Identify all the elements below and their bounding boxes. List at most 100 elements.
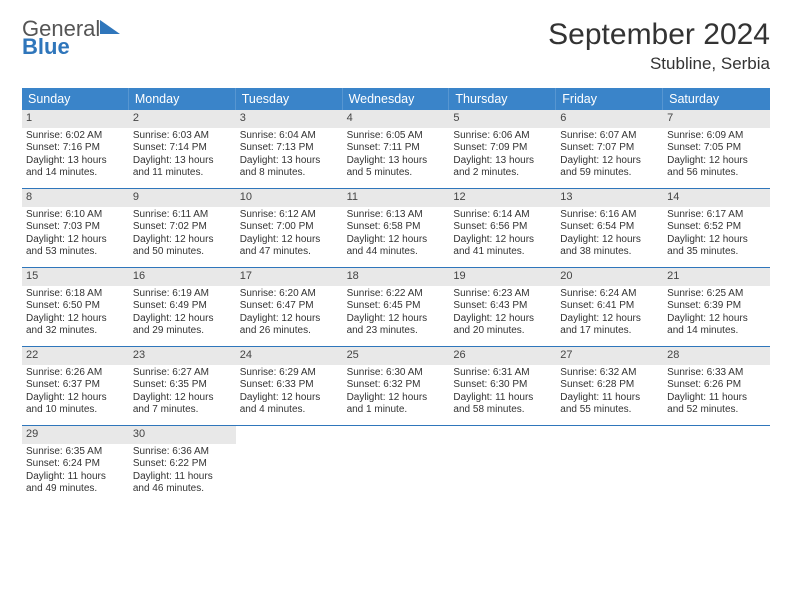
dow-saturday: Saturday <box>663 88 770 110</box>
sunset-text: Sunset: 6:47 PM <box>240 300 339 313</box>
daylight-text: and 29 minutes. <box>133 325 232 338</box>
day-cell: 20Sunrise: 6:24 AMSunset: 6:41 PMDayligh… <box>556 268 663 346</box>
day-cell: 5Sunrise: 6:06 AMSunset: 7:09 PMDaylight… <box>449 110 556 188</box>
sunset-text: Sunset: 7:16 PM <box>26 142 125 155</box>
day-cell: 2Sunrise: 6:03 AMSunset: 7:14 PMDaylight… <box>129 110 236 188</box>
sunset-text: Sunset: 6:22 PM <box>133 458 232 471</box>
week-row: 8Sunrise: 6:10 AMSunset: 7:03 PMDaylight… <box>22 189 770 268</box>
logo: General Blue <box>22 18 120 58</box>
sunset-text: Sunset: 6:56 PM <box>453 221 552 234</box>
daylight-text: Daylight: 13 hours <box>133 155 232 168</box>
daylight-text: and 32 minutes. <box>26 325 125 338</box>
daylight-text: Daylight: 12 hours <box>667 313 766 326</box>
sunset-text: Sunset: 6:30 PM <box>453 379 552 392</box>
daylight-text: and 55 minutes. <box>560 404 659 417</box>
day-number: 25 <box>343 347 450 365</box>
day-number: 15 <box>22 268 129 286</box>
day-cell: 19Sunrise: 6:23 AMSunset: 6:43 PMDayligh… <box>449 268 556 346</box>
daylight-text: Daylight: 13 hours <box>347 155 446 168</box>
sunrise-text: Sunrise: 6:24 AM <box>560 288 659 301</box>
sunrise-text: Sunrise: 6:20 AM <box>240 288 339 301</box>
sunrise-text: Sunrise: 6:22 AM <box>347 288 446 301</box>
day-cell: 1Sunrise: 6:02 AMSunset: 7:16 PMDaylight… <box>22 110 129 188</box>
daylight-text: Daylight: 12 hours <box>133 313 232 326</box>
logo-triangle-icon <box>100 18 120 39</box>
dow-sunday: Sunday <box>22 88 129 110</box>
sunrise-text: Sunrise: 6:14 AM <box>453 209 552 222</box>
day-cell: 18Sunrise: 6:22 AMSunset: 6:45 PMDayligh… <box>343 268 450 346</box>
sunrise-text: Sunrise: 6:07 AM <box>560 130 659 143</box>
daylight-text: Daylight: 11 hours <box>560 392 659 405</box>
sunset-text: Sunset: 7:07 PM <box>560 142 659 155</box>
sunset-text: Sunset: 6:35 PM <box>133 379 232 392</box>
day-cell: 28Sunrise: 6:33 AMSunset: 6:26 PMDayligh… <box>663 347 770 425</box>
daylight-text: Daylight: 11 hours <box>453 392 552 405</box>
day-cell: 22Sunrise: 6:26 AMSunset: 6:37 PMDayligh… <box>22 347 129 425</box>
day-cell: 21Sunrise: 6:25 AMSunset: 6:39 PMDayligh… <box>663 268 770 346</box>
day-cell: 15Sunrise: 6:18 AMSunset: 6:50 PMDayligh… <box>22 268 129 346</box>
daylight-text: Daylight: 13 hours <box>240 155 339 168</box>
day-cell: 12Sunrise: 6:14 AMSunset: 6:56 PMDayligh… <box>449 189 556 267</box>
daylight-text: and 8 minutes. <box>240 167 339 180</box>
daylight-text: and 17 minutes. <box>560 325 659 338</box>
daylight-text: Daylight: 12 hours <box>26 313 125 326</box>
daylight-text: Daylight: 11 hours <box>26 471 125 484</box>
daylight-text: and 5 minutes. <box>347 167 446 180</box>
sunrise-text: Sunrise: 6:16 AM <box>560 209 659 222</box>
daylight-text: and 20 minutes. <box>453 325 552 338</box>
sunrise-text: Sunrise: 6:04 AM <box>240 130 339 143</box>
sunrise-text: Sunrise: 6:06 AM <box>453 130 552 143</box>
daylight-text: Daylight: 12 hours <box>240 313 339 326</box>
daylight-text: Daylight: 12 hours <box>560 155 659 168</box>
daylight-text: and 41 minutes. <box>453 246 552 259</box>
sunset-text: Sunset: 6:50 PM <box>26 300 125 313</box>
daylight-text: Daylight: 12 hours <box>133 234 232 247</box>
sunset-text: Sunset: 6:28 PM <box>560 379 659 392</box>
daylight-text: and 47 minutes. <box>240 246 339 259</box>
sunset-text: Sunset: 6:43 PM <box>453 300 552 313</box>
sunset-text: Sunset: 7:05 PM <box>667 142 766 155</box>
empty-cell <box>449 426 556 504</box>
day-cell: 29Sunrise: 6:35 AMSunset: 6:24 PMDayligh… <box>22 426 129 504</box>
day-number: 2 <box>129 110 236 128</box>
day-number: 17 <box>236 268 343 286</box>
sunset-text: Sunset: 6:41 PM <box>560 300 659 313</box>
day-cell: 24Sunrise: 6:29 AMSunset: 6:33 PMDayligh… <box>236 347 343 425</box>
sunrise-text: Sunrise: 6:11 AM <box>133 209 232 222</box>
daylight-text: Daylight: 11 hours <box>667 392 766 405</box>
empty-cell <box>556 426 663 504</box>
month-title: September 2024 <box>548 18 770 52</box>
daylight-text: Daylight: 12 hours <box>133 392 232 405</box>
week-row: 29Sunrise: 6:35 AMSunset: 6:24 PMDayligh… <box>22 426 770 504</box>
day-number: 22 <box>22 347 129 365</box>
day-cell: 11Sunrise: 6:13 AMSunset: 6:58 PMDayligh… <box>343 189 450 267</box>
sunset-text: Sunset: 6:49 PM <box>133 300 232 313</box>
day-number: 27 <box>556 347 663 365</box>
daylight-text: and 59 minutes. <box>560 167 659 180</box>
daylight-text: and 11 minutes. <box>133 167 232 180</box>
sunrise-text: Sunrise: 6:31 AM <box>453 367 552 380</box>
day-cell: 8Sunrise: 6:10 AMSunset: 7:03 PMDaylight… <box>22 189 129 267</box>
sunrise-text: Sunrise: 6:13 AM <box>347 209 446 222</box>
day-number: 8 <box>22 189 129 207</box>
sunset-text: Sunset: 6:24 PM <box>26 458 125 471</box>
daylight-text: Daylight: 12 hours <box>453 313 552 326</box>
day-cell: 30Sunrise: 6:36 AMSunset: 6:22 PMDayligh… <box>129 426 236 504</box>
sunset-text: Sunset: 6:58 PM <box>347 221 446 234</box>
day-number: 10 <box>236 189 343 207</box>
dow-wednesday: Wednesday <box>343 88 450 110</box>
day-number: 1 <box>22 110 129 128</box>
dow-row: Sunday Monday Tuesday Wednesday Thursday… <box>22 88 770 110</box>
sunset-text: Sunset: 6:37 PM <box>26 379 125 392</box>
week-row: 22Sunrise: 6:26 AMSunset: 6:37 PMDayligh… <box>22 347 770 426</box>
location: Stubline, Serbia <box>548 54 770 74</box>
daylight-text: and 46 minutes. <box>133 483 232 496</box>
daylight-text: and 10 minutes. <box>26 404 125 417</box>
sunrise-text: Sunrise: 6:27 AM <box>133 367 232 380</box>
daylight-text: Daylight: 12 hours <box>560 313 659 326</box>
sunset-text: Sunset: 6:32 PM <box>347 379 446 392</box>
daylight-text: and 7 minutes. <box>133 404 232 417</box>
sunset-text: Sunset: 6:26 PM <box>667 379 766 392</box>
daylight-text: and 23 minutes. <box>347 325 446 338</box>
daylight-text: and 58 minutes. <box>453 404 552 417</box>
